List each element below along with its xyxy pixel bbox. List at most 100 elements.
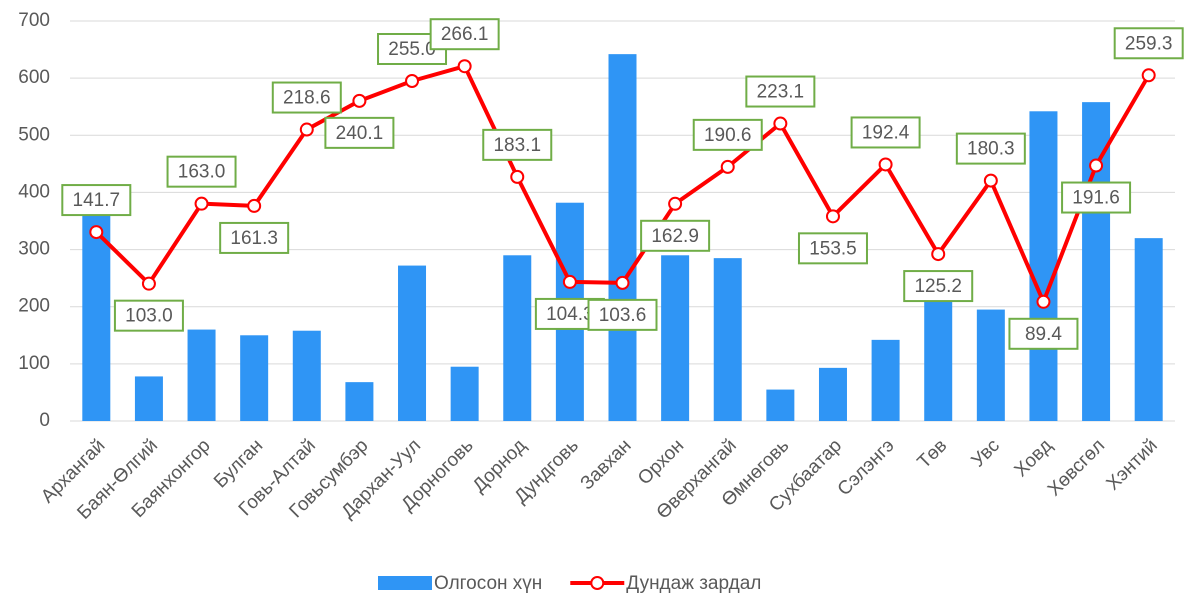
x-tick-label: Хөвсгөл xyxy=(1044,435,1109,500)
line-marker xyxy=(510,169,525,184)
data-label: 161.3 xyxy=(230,228,278,249)
y-tick-label: 500 xyxy=(18,124,50,145)
bar xyxy=(1029,111,1058,422)
data-label: 162.9 xyxy=(651,226,699,247)
bar xyxy=(345,382,374,421)
bar xyxy=(187,329,216,421)
bar xyxy=(924,282,953,421)
data-label-box xyxy=(903,270,974,303)
data-label-box xyxy=(587,298,658,331)
bar xyxy=(240,335,269,421)
data-label: 240.1 xyxy=(336,123,384,144)
data-label-box xyxy=(1113,27,1184,60)
data-label-box xyxy=(1008,317,1079,350)
data-label-box xyxy=(219,221,290,254)
line-marker xyxy=(983,173,998,188)
data-label: 104.3 xyxy=(546,304,594,325)
bar xyxy=(1082,102,1111,422)
data-label: 255.0 xyxy=(388,39,436,60)
data-label-box xyxy=(271,81,342,114)
line-marker xyxy=(405,74,420,88)
data-label-box xyxy=(640,219,711,252)
line-marker xyxy=(141,276,156,291)
data-label: 180.3 xyxy=(967,139,1015,160)
line-marker xyxy=(931,247,946,262)
y-tick-label: 100 xyxy=(18,353,50,374)
line-marker xyxy=(825,209,840,224)
y-tick-label: 200 xyxy=(18,296,50,317)
data-label: 183.1 xyxy=(493,135,541,156)
line-marker xyxy=(247,198,262,213)
x-tick-label: Хэнтий xyxy=(1103,435,1162,494)
x-tick-label: Төв xyxy=(914,435,952,473)
bar xyxy=(766,389,795,421)
line-marker xyxy=(720,159,735,174)
data-label: 125.2 xyxy=(914,276,962,297)
bar xyxy=(1134,238,1163,421)
bar xyxy=(976,309,1005,421)
line-marker xyxy=(194,196,209,211)
data-label-box xyxy=(745,75,816,108)
bar xyxy=(661,255,690,421)
data-label: 190.6 xyxy=(704,125,752,146)
bar xyxy=(398,265,427,421)
y-tick-label: 700 xyxy=(18,10,50,31)
data-label: 192.4 xyxy=(862,122,910,143)
line-marker xyxy=(299,122,314,137)
data-label-box xyxy=(692,118,763,151)
line-marker xyxy=(1036,294,1051,309)
bar xyxy=(134,376,163,421)
data-label: 218.6 xyxy=(283,88,331,109)
x-tick-label: Сэлэнгэ xyxy=(834,435,899,500)
y-tick-label: 300 xyxy=(18,239,50,260)
data-label-box xyxy=(113,299,184,332)
data-label: 89.4 xyxy=(1025,324,1062,345)
data-label: 153.5 xyxy=(809,238,857,259)
x-tick-label: Завхан xyxy=(577,435,636,494)
legend-swatch xyxy=(378,576,432,590)
data-label: 259.3 xyxy=(1125,33,1173,54)
line-marker xyxy=(457,59,472,74)
bar xyxy=(450,366,479,421)
data-label-box xyxy=(850,116,921,149)
bar xyxy=(503,255,532,421)
line-marker xyxy=(352,93,367,108)
x-tick-label: Ховд xyxy=(1011,435,1057,481)
legend-swatch xyxy=(590,576,605,590)
legend-label: Олгосон хүн xyxy=(434,573,542,594)
x-tick-label: Увс xyxy=(968,435,1004,471)
data-label: 266.1 xyxy=(441,24,489,45)
y-tick-label: 400 xyxy=(18,181,50,202)
bar xyxy=(871,339,900,421)
data-label-box xyxy=(324,116,395,149)
line-marker xyxy=(1141,68,1156,83)
data-label-box xyxy=(166,155,237,188)
y-tick-label: 0 xyxy=(39,410,50,431)
data-label: 223.1 xyxy=(757,82,805,103)
line-marker xyxy=(668,196,683,211)
line-marker xyxy=(773,116,788,131)
legend-label: Дундаж зардал xyxy=(626,573,761,594)
data-label: 163.0 xyxy=(178,162,226,183)
line-marker xyxy=(89,225,104,240)
bar xyxy=(608,54,637,422)
data-label: 103.6 xyxy=(599,305,647,326)
data-label-box xyxy=(61,184,132,217)
line-marker xyxy=(1089,158,1104,173)
data-label: 191.6 xyxy=(1072,188,1120,209)
line-marker xyxy=(878,157,893,172)
data-label-box xyxy=(797,232,868,265)
y-tick-label: 600 xyxy=(18,67,50,88)
bar xyxy=(713,258,742,421)
data-label-box xyxy=(1061,181,1132,214)
data-label-box xyxy=(482,128,553,161)
data-label-box xyxy=(955,132,1026,165)
bar xyxy=(82,215,111,421)
line-marker xyxy=(562,274,577,289)
bar xyxy=(292,330,321,421)
bar xyxy=(818,367,847,421)
data-label-box xyxy=(429,18,500,51)
line-marker xyxy=(615,275,630,290)
data-label: 103.0 xyxy=(125,306,173,327)
